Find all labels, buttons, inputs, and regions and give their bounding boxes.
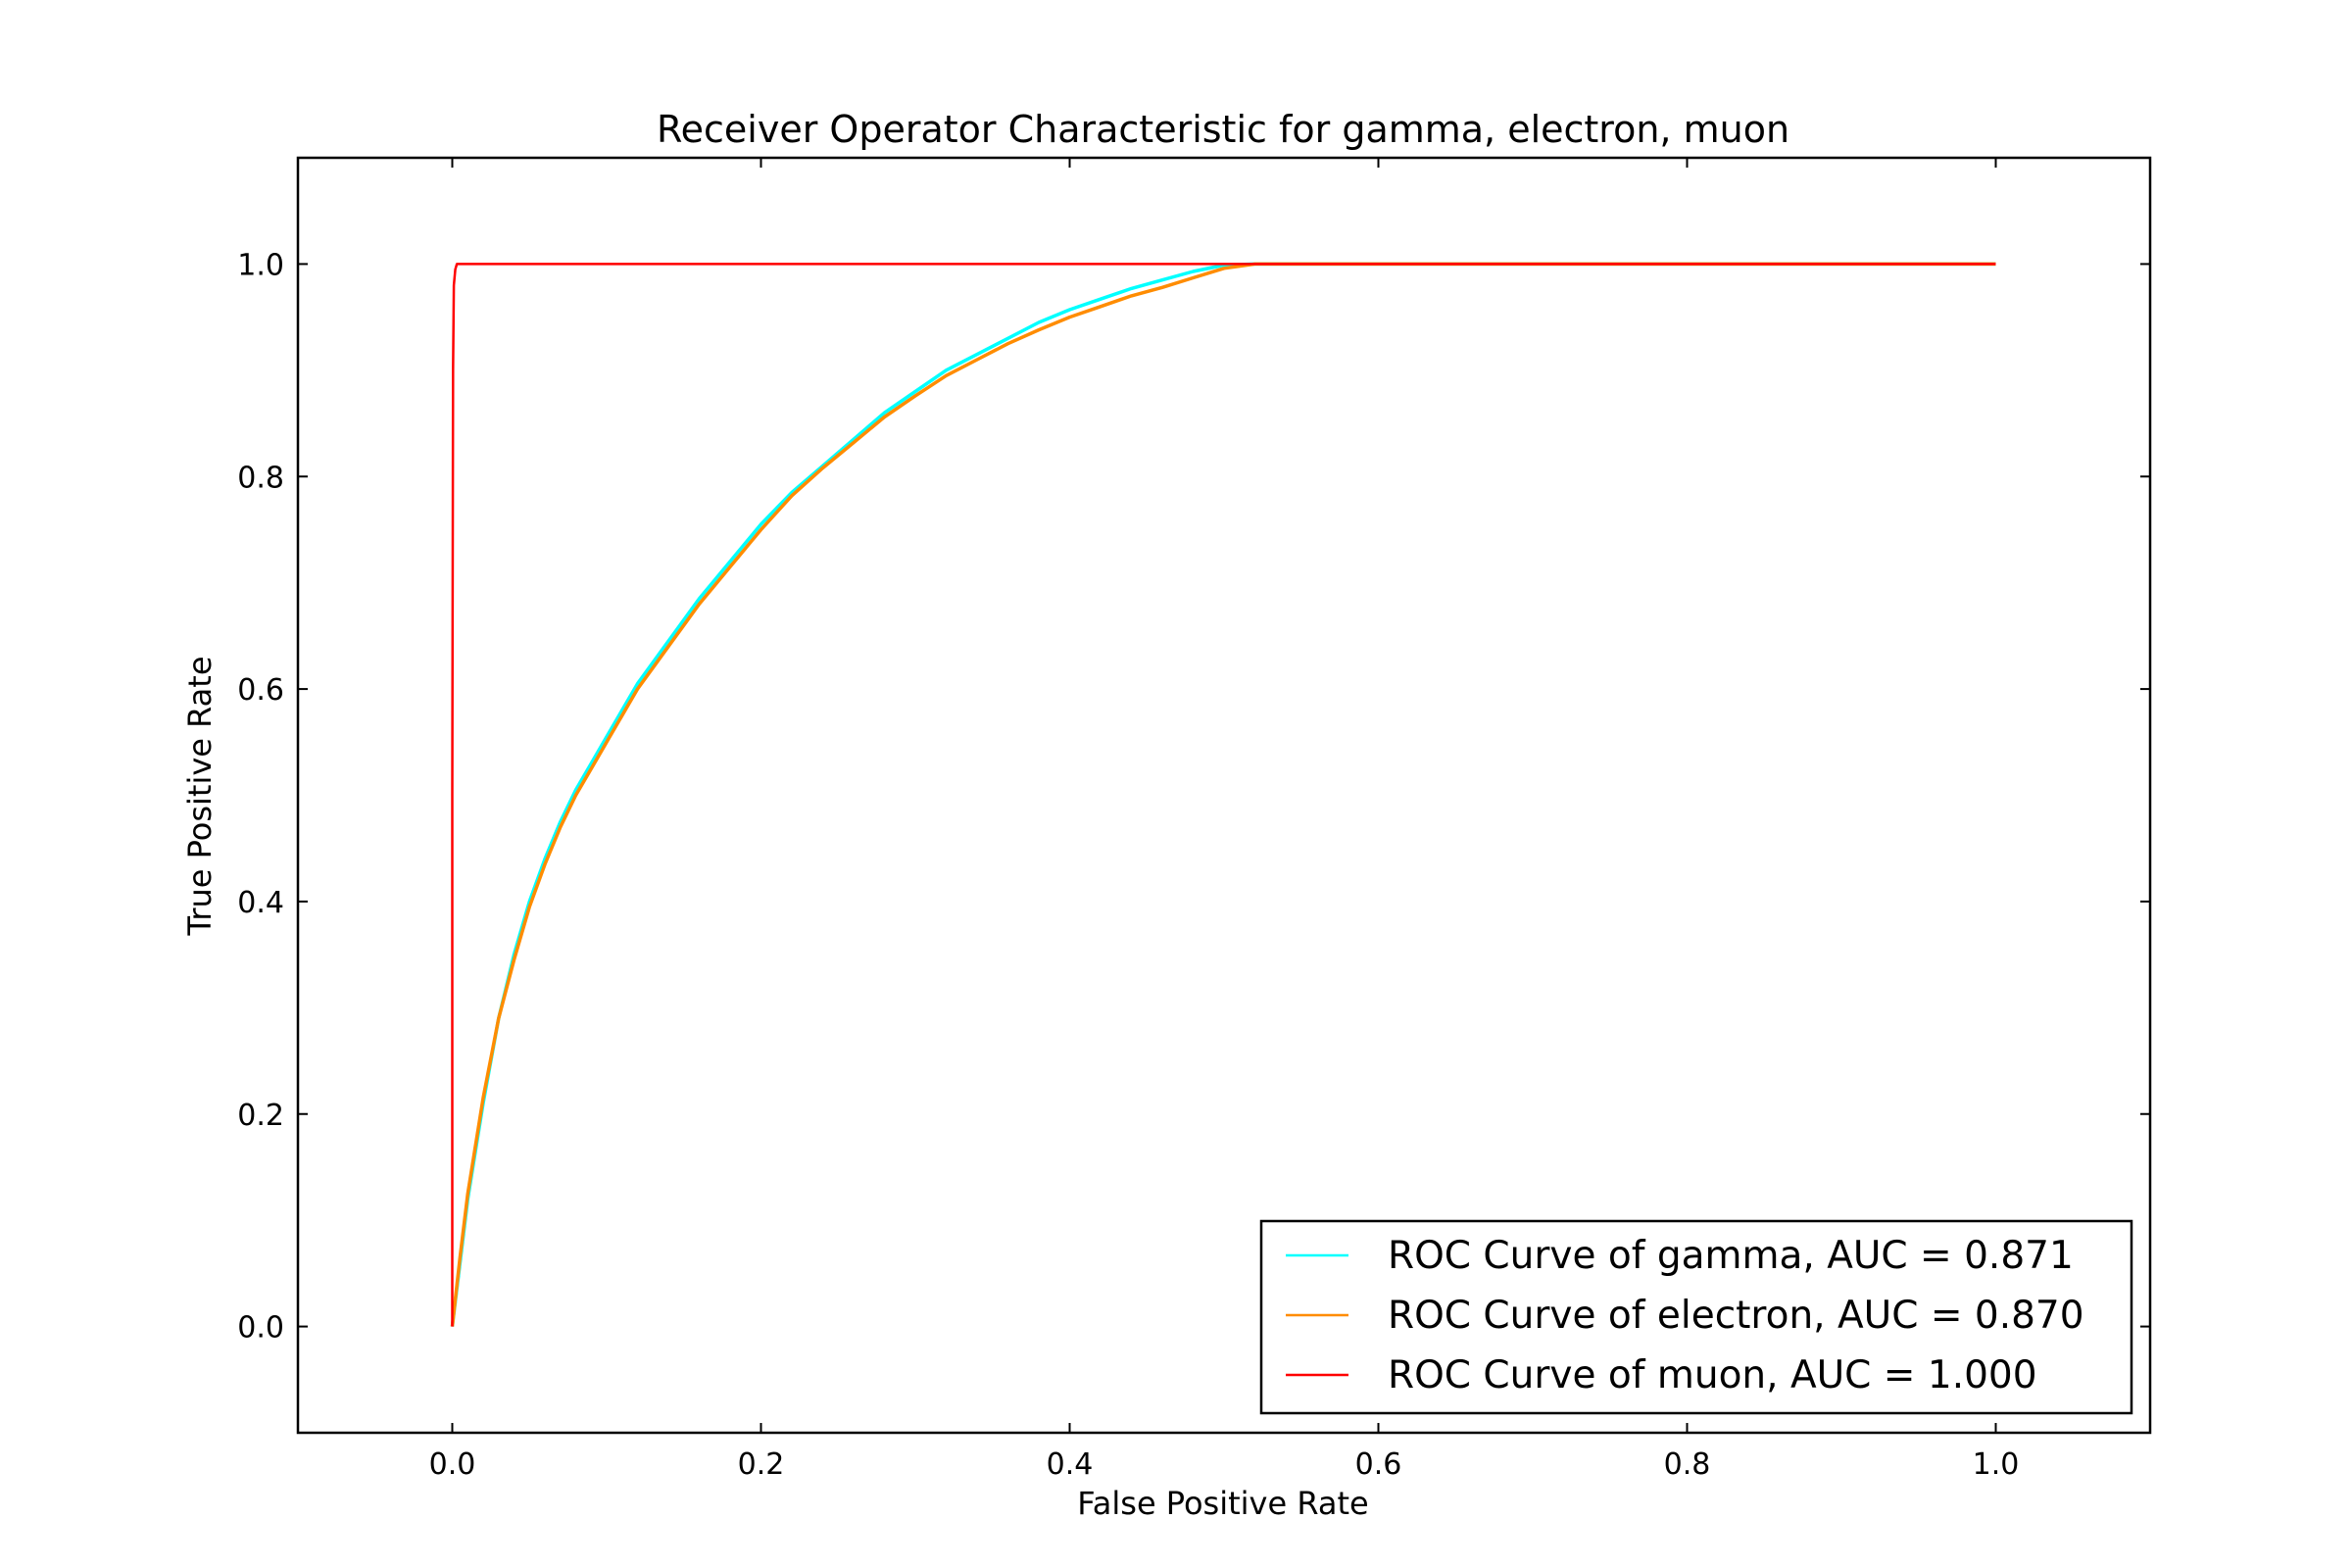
legend-label-electron: ROC Curve of electron, AUC = 0.870 (1388, 1294, 2084, 1338)
legend-frame (1259, 1219, 2133, 1415)
y-tick-label: 1.0 (237, 248, 284, 282)
x-tick-label: 0.8 (1664, 1447, 1711, 1482)
x-axis-label: False Positive Rate (1077, 1485, 1368, 1522)
legend-label-muon: ROC Curve of muon, AUC = 1.000 (1388, 1353, 2037, 1397)
series-line-electron (450, 262, 1996, 1327)
y-axis-label: True Positive Rate (181, 656, 219, 936)
series-line-gamma (450, 262, 1996, 1327)
x-tick-label: 0.0 (429, 1447, 476, 1482)
legend-label-gamma: ROC Curve of gamma, AUC = 0.871 (1388, 1234, 2074, 1278)
x-tick-label: 0.4 (1047, 1447, 1094, 1482)
chart-title: Receiver Operator Characteristic for gam… (657, 108, 1789, 151)
x-tick-label: 0.2 (738, 1447, 785, 1482)
y-tick-label: 0.6 (237, 673, 284, 708)
y-tick-label: 0.8 (237, 461, 284, 495)
legend: ROC Curve of gamma, AUC = 0.871 ROC Curv… (1259, 1219, 2133, 1415)
x-tick-label: 0.6 (1355, 1447, 1402, 1482)
x-tick-label: 1.0 (1973, 1447, 2020, 1482)
series-line-muon (451, 263, 1996, 1327)
tick-layer: 0.0 0.2 0.4 0.6 0.8 1.0 0.0 0.2 0.4 0.6 0.8 1.0 (237, 158, 2150, 1482)
y-tick-label: 0.4 (237, 886, 284, 920)
y-tick-label: 0.0 (237, 1311, 284, 1346)
y-tick-label: 0.2 (237, 1099, 284, 1133)
series-layer (450, 262, 1996, 1327)
